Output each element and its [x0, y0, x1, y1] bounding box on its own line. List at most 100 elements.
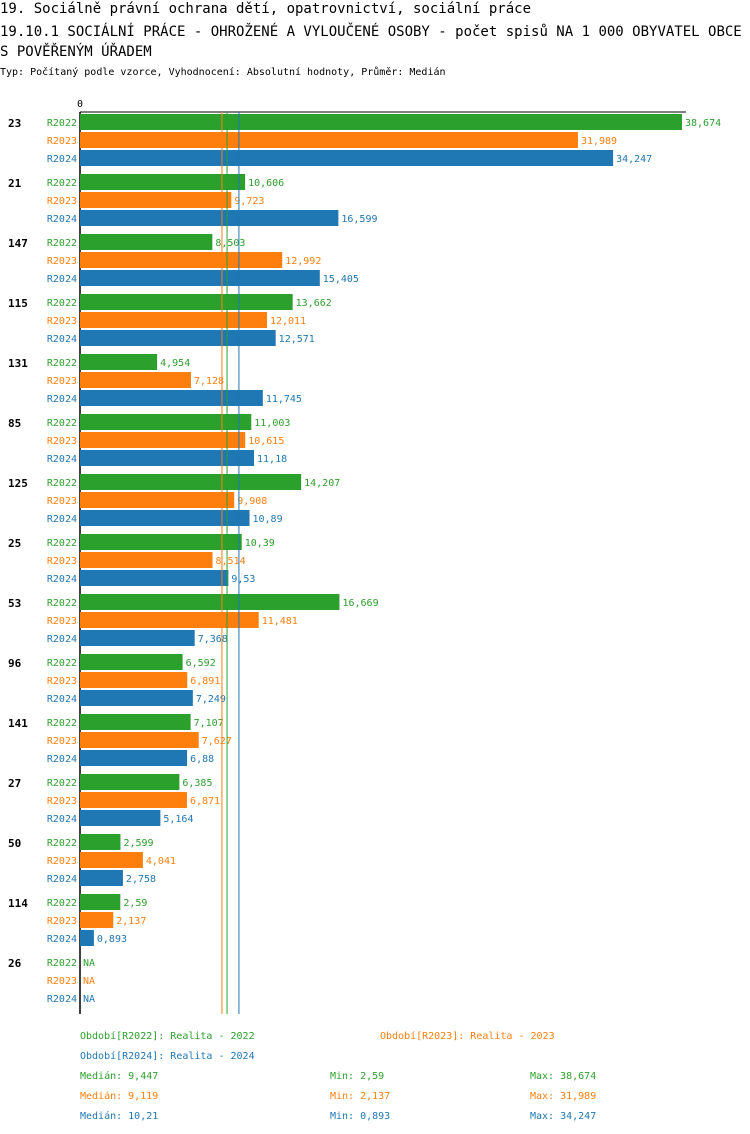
bar-value-label: 15,405	[323, 274, 359, 285]
x-axis-zero-label: 0	[77, 99, 83, 110]
bar-value-label: 7,128	[194, 376, 224, 387]
bar	[80, 492, 235, 508]
bar	[80, 312, 267, 328]
series-row-label: R2022	[47, 178, 77, 189]
bar-value-label: 4,041	[146, 856, 176, 867]
stat-max-r2023: Max: 31,989	[530, 1091, 597, 1102]
bar	[80, 732, 199, 748]
bar	[80, 294, 293, 310]
series-row-label: R2023	[47, 436, 77, 447]
bar	[80, 894, 121, 910]
bar-value-label: 6,88	[190, 754, 214, 765]
series-row-label: R2023	[47, 976, 77, 987]
bar	[80, 534, 242, 550]
series-row-label: R2022	[47, 478, 77, 489]
stat-min-r2022: Min: 2,59	[330, 1071, 385, 1082]
bar	[80, 570, 229, 586]
bar-value-label: NA	[83, 958, 95, 969]
bar-value-label: 6,385	[182, 778, 212, 789]
bar	[80, 834, 121, 850]
bar-value-label: 10,89	[253, 514, 283, 525]
bar-value-label: 16,669	[342, 598, 378, 609]
bar-value-label: 7,627	[202, 736, 232, 747]
bar-value-label: 2,137	[116, 916, 146, 927]
stat-median-r2022: Medián: 9,447	[80, 1071, 159, 1082]
category-label: 50	[8, 837, 21, 850]
bar	[80, 330, 276, 346]
series-row-label: R2022	[47, 718, 77, 729]
chart-title-indicator: 19.10.1 SOCIÁLNÍ PRÁCE - OHROŽENÉ A VYLO…	[0, 24, 742, 60]
bar	[80, 552, 213, 568]
bar-value-label: 5,164	[163, 814, 193, 825]
bar-value-label: 34,247	[616, 154, 652, 165]
series-row-label: R2023	[47, 376, 77, 387]
bar	[80, 510, 250, 526]
bar-value-label: 7,107	[194, 718, 224, 729]
bar	[80, 912, 114, 928]
bar-value-label: NA	[83, 994, 95, 1005]
series-row-label: R2024	[47, 754, 77, 765]
series-row-label: R2024	[47, 274, 77, 285]
bar-value-label: 6,592	[186, 658, 216, 669]
series-row-label: R2023	[47, 736, 77, 747]
bar-value-label: 11,18	[257, 454, 287, 465]
bar-value-label: 7,249	[196, 694, 226, 705]
bar	[80, 114, 682, 130]
bar-value-label: 0,893	[97, 934, 127, 945]
legend-period-r2024: Období[R2024]: Realita - 2024	[80, 1051, 255, 1062]
category-label: 125	[8, 477, 28, 490]
stat-min-r2023: Min: 2,137	[330, 1091, 391, 1102]
bar	[80, 774, 180, 790]
bar	[80, 372, 191, 388]
series-row-label: R2024	[47, 814, 77, 825]
series-row-label: R2024	[47, 214, 77, 225]
bar-value-label: 31,989	[581, 136, 617, 147]
bar-value-label: 6,891	[190, 676, 220, 687]
category-label: 21	[8, 177, 22, 190]
category-label: 26	[8, 957, 22, 970]
bar	[80, 210, 339, 226]
series-row-label: R2022	[47, 598, 77, 609]
series-row-label: R2024	[47, 634, 77, 645]
bar	[80, 750, 188, 766]
series-row-label: R2024	[47, 874, 77, 885]
series-row-label: R2023	[47, 496, 77, 507]
bar-value-label: 12,571	[279, 334, 315, 345]
series-row-label: R2023	[47, 676, 77, 687]
bar	[80, 930, 94, 946]
series-row-label: R2024	[47, 394, 77, 405]
series-row-label: R2023	[47, 856, 77, 867]
bar	[80, 672, 188, 688]
bar-value-label: 2,599	[123, 838, 153, 849]
bar	[80, 852, 143, 868]
bar-value-label: 11,745	[266, 394, 302, 405]
bar-value-label: 6,871	[190, 796, 220, 807]
bar-value-label: 12,992	[285, 256, 321, 267]
bar-value-label: 10,606	[248, 178, 284, 189]
bar	[80, 192, 232, 208]
series-row-label: R2022	[47, 898, 77, 909]
bar	[80, 810, 161, 826]
bar-value-label: 10,615	[248, 436, 284, 447]
bar	[80, 654, 183, 670]
bar	[80, 150, 614, 166]
series-row-label: R2024	[47, 334, 77, 345]
category-label: 53	[8, 597, 21, 610]
series-row-label: R2022	[47, 658, 77, 669]
series-row-label: R2024	[47, 514, 77, 525]
legend-period-r2022: Období[R2022]: Realita - 2022	[80, 1031, 255, 1042]
stat-median-r2023: Medián: 9,119	[80, 1091, 159, 1102]
bar	[80, 414, 252, 430]
bar	[80, 594, 340, 610]
bar-value-label: 9,908	[237, 496, 267, 507]
series-row-label: R2022	[47, 238, 77, 249]
bar	[80, 690, 193, 706]
series-row-label: R2023	[47, 316, 77, 327]
bar	[80, 714, 191, 730]
category-label: 23	[8, 117, 21, 130]
series-row-label: R2023	[47, 796, 77, 807]
bar	[80, 354, 158, 370]
bar	[80, 474, 302, 490]
bar-value-label: NA	[83, 976, 95, 987]
series-row-label: R2022	[47, 538, 77, 549]
